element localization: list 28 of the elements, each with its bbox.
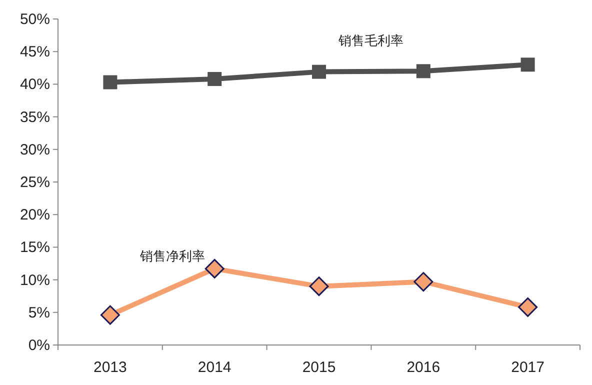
y-tick-label: 40% (20, 76, 50, 94)
point (309, 276, 329, 296)
y-tick-label: 0% (28, 337, 50, 354)
y-tick-label: 45% (20, 44, 50, 61)
x-tick-label: 2015 (302, 359, 336, 376)
y-tick-label: 20% (20, 206, 50, 224)
point (103, 75, 118, 90)
x-tick-label: 2014 (198, 359, 232, 376)
point (208, 72, 222, 86)
y-tick-label: 50% (20, 11, 50, 28)
series-label: 销售净利率 (139, 248, 206, 265)
point (204, 258, 224, 278)
y-tick-label: 30% (20, 141, 50, 158)
y-tick-label: 35% (20, 108, 50, 126)
x-tick-label: 2016 (406, 359, 440, 376)
point (416, 64, 430, 78)
y-tick-label: 15% (20, 239, 50, 256)
point (100, 305, 120, 325)
x-tick-label: 2013 (94, 359, 127, 376)
y-tick-label: 10% (20, 272, 50, 289)
point (312, 64, 326, 79)
y-tick-label: 25% (20, 174, 50, 191)
x-tick-label: 2017 (511, 359, 544, 376)
point (518, 297, 538, 317)
series-label: 销售毛利率 (338, 33, 404, 50)
point (414, 272, 434, 292)
y-tick-label: 5% (28, 304, 50, 322)
point (520, 58, 535, 72)
